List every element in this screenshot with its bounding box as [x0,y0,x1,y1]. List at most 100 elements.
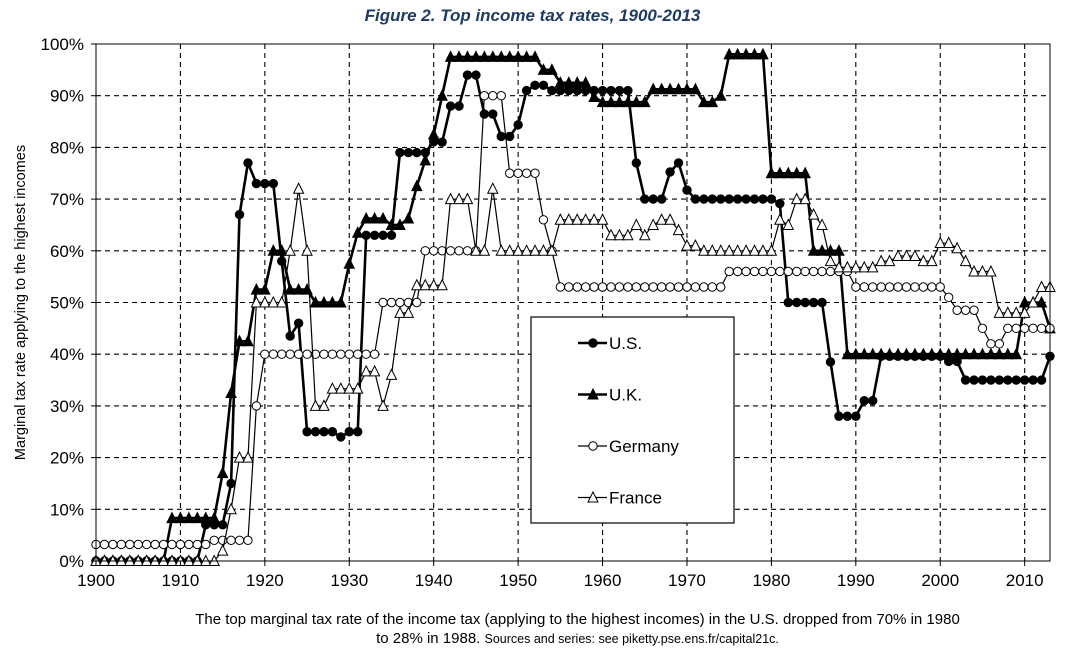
data-point-germany [640,282,650,292]
data-point-france [630,218,643,230]
data-point-france [318,399,330,411]
data-point-uk [993,347,1006,360]
data-point-germany [1003,323,1013,334]
data-point-us [1019,375,1030,385]
data-point-us [251,178,262,189]
data-point-germany [817,266,827,277]
data-point-france [1018,306,1031,318]
data-point-france [554,213,567,225]
data-point-france [816,218,828,230]
data-point-uk [664,82,676,95]
data-point-france [579,213,592,225]
data-point-france [335,382,347,394]
data-point-germany [597,282,608,292]
data-point-uk [942,347,955,360]
data-point-france [706,244,719,256]
data-point-germany [141,539,152,550]
data-point-germany [741,266,751,277]
data-point-us [758,194,768,204]
data-point-germany [302,349,312,359]
data-point-france [622,228,634,241]
data-point-us [775,198,785,209]
data-point-germany [876,282,886,292]
y-axis-label: Marginal tax rate applying to the highes… [13,145,29,460]
data-point-us [260,178,270,189]
data-point-france [216,544,229,556]
data-point-us [412,147,422,158]
data-point-us [648,194,658,204]
data-point-france [546,244,558,256]
data-point-uk [900,347,913,360]
data-point-uk [706,95,719,108]
data-point-us [716,194,726,204]
data-point-france [444,192,457,205]
data-point-germany [167,539,177,550]
data-point-uk [1001,347,1014,360]
data-point-uk [765,166,778,179]
data-point-germany [504,168,515,178]
data-point-germany [825,266,836,277]
data-point-germany [808,266,819,277]
data-point-us [302,427,312,437]
data-point-uk [985,347,997,360]
data-point-france [841,260,854,273]
data-point-germany [994,339,1005,349]
data-point-germany [682,282,692,292]
data-point-uk [638,95,651,108]
data-point-france [714,244,727,256]
data-point-france [799,192,811,205]
data-point-us [699,194,709,204]
data-point-uk [723,47,735,60]
data-point-uk [858,347,871,360]
data-point-us [488,109,498,119]
data-point-france [478,244,491,256]
data-point-uk [495,50,508,62]
data-point-uk [630,95,643,108]
data-point-france [461,192,474,205]
data-point-germany [116,539,127,550]
data-point-france [503,244,516,256]
data-point-us [445,101,456,111]
data-point-uk [757,47,769,60]
data-point-france [757,244,769,256]
data-point-germany [884,282,895,292]
data-point-france [351,382,364,394]
data-point-germany [462,246,473,256]
x-tick-label: 1940 [415,571,453,590]
data-point-us [792,297,802,308]
data-point-germany [243,535,253,546]
y-tick-label: 100% [41,35,84,54]
data-point-france [883,254,896,267]
data-point-uk [275,244,288,256]
data-point-germany [749,266,760,277]
data-point-us [1003,375,1013,385]
data-point-us [293,318,304,328]
data-point-france [419,278,432,291]
data-point-germany [353,349,363,359]
data-point-france [529,244,541,256]
data-point-uk [562,76,575,88]
data-point-uk [250,282,263,295]
data-point-us [243,158,253,168]
data-point-germany [775,266,785,277]
data-point-us [538,80,549,91]
data-point-france [1027,295,1039,308]
data-point-france [242,450,254,463]
data-point-france [833,260,845,273]
data-point-france [681,239,693,251]
data-point-uk [368,211,381,224]
data-point-germany [395,297,405,308]
data-point-france [774,213,786,225]
data-point-us [682,185,692,195]
data-point-france [790,192,803,205]
caption-line-2: to 28% in 1988. Sources and series: see … [0,629,1065,649]
data-point-uk [292,282,305,295]
data-point-us [960,375,971,385]
data-point-france [301,244,313,256]
data-point-uk [546,63,558,75]
data-point-france [368,364,381,377]
data-point-uk [411,179,423,192]
data-point-france [698,244,710,256]
data-point-france [470,244,482,256]
data-point-uk [934,347,947,360]
